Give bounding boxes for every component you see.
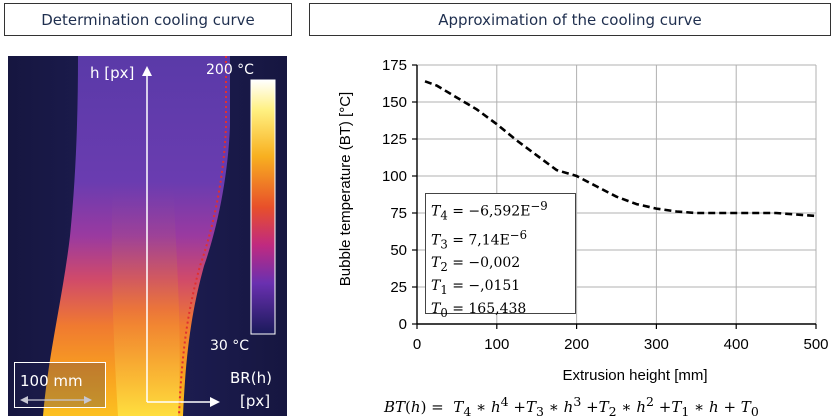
h-axis-label: h [px] (90, 64, 135, 82)
cooling-curve-chart: 0 25 50 75 100 125 150 175 0 100 200 300 400 500 Extr… (337, 57, 829, 384)
coefficient-line: T3 = 7,14E−6 (431, 227, 527, 252)
x-axis-label: Extrusion height [mm] (562, 367, 707, 384)
br-label: BR(h) (230, 369, 272, 387)
coefficient-line: T2 = −0,002 (431, 255, 521, 275)
coefficient-line: T0 = 165,438 (431, 301, 527, 321)
coefficient-line: T4 = −6,592E−9 (431, 199, 548, 223)
thermal-image: h [px] 200 °C 30 °C 100 mm BR(h) [px] (8, 56, 287, 416)
y-tick-label: 125 (382, 131, 407, 148)
px-label: [px] (240, 392, 271, 410)
y-tick-label: 50 (390, 242, 407, 259)
y-tick-label: 175 (382, 57, 407, 74)
color-scale-bar (250, 79, 276, 335)
x-tick-label: 400 (724, 336, 749, 353)
cooling-formula: BT(h) = T4 ∗ h4 +T3 ∗ h3 +T2 ∗ h2 +T1 ∗ … (384, 394, 759, 419)
y-tick-label: 75 (390, 205, 407, 222)
scale-min-label: 30 °C (210, 338, 250, 354)
y-axis-label: Bubble temperature (BT) [°C] (337, 92, 354, 286)
y-tick-label: 100 (382, 168, 407, 185)
chart-series (424, 80, 817, 218)
chart-tick-labels: 0 25 50 75 100 125 150 175 0 100 200 300 400 500 (382, 57, 829, 353)
x-tick-label: 500 (803, 336, 828, 353)
scalebar-right-arrow-icon (84, 396, 92, 404)
left-panel-title: Determination cooling curve (4, 3, 292, 36)
scale-max-label: 200 °C (206, 62, 254, 78)
x-tick-label: 200 (564, 336, 589, 353)
scalebar-box (14, 362, 106, 408)
scalebar-label: 100 mm (20, 372, 83, 390)
y-tick-label: 0 (399, 316, 407, 333)
x-tick-label: 0 (413, 336, 421, 353)
left-panel-title-text: Determination cooling curve (41, 10, 255, 29)
h-axis-arrow-icon (142, 66, 152, 76)
chart-axes (412, 64, 817, 329)
cooling-curve-line (424, 80, 817, 218)
right-panel-title: Approximation of the cooling curve (309, 3, 831, 36)
br-axis-arrow-icon (210, 397, 220, 407)
coefficient-line: T1 = −,0151 (431, 278, 521, 298)
y-tick-label: 25 (390, 279, 407, 296)
x-tick-label: 300 (644, 336, 669, 353)
coefficient-box: T4 = −6,592E−9 T3 = 7,14E−6 T2 = −0,002 T1 … (425, 193, 576, 320)
y-tick-label: 150 (382, 94, 407, 111)
x-tick-label: 100 (484, 336, 509, 353)
scalebar-left-arrow-icon (20, 396, 28, 404)
right-panel-title-text: Approximation of the cooling curve (438, 10, 702, 29)
thermal-image-graphic (8, 56, 287, 416)
